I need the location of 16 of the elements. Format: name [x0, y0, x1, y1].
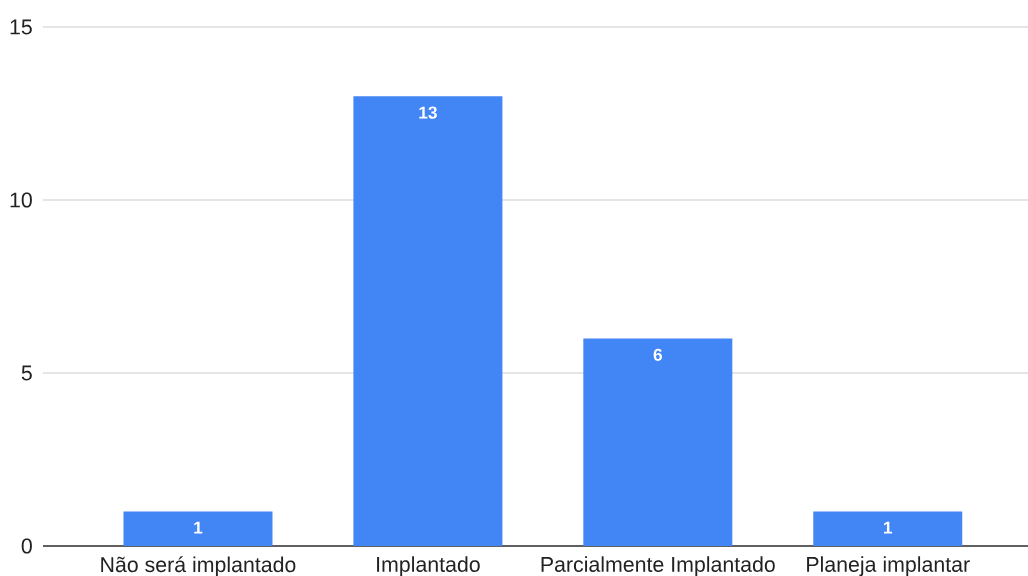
bar [813, 511, 963, 546]
y-tick-label: 10 [10, 192, 32, 208]
data-label: 1 [884, 521, 893, 534]
x-tick-label: Implantado [377, 556, 480, 576]
bar [123, 511, 273, 546]
y-tick-label: 0 [21, 538, 32, 554]
x-tick-label: Não será implantado [101, 556, 296, 576]
data-label: 6 [653, 348, 663, 361]
data-label: 1 [194, 521, 203, 534]
x-tick-label: Parcialmente Implantado [541, 556, 775, 576]
y-tick-label: 5 [21, 365, 32, 381]
y-tick-label: 15 [10, 19, 32, 35]
x-tick-label: Planeja implantar [807, 556, 970, 576]
bar [353, 96, 503, 546]
data-label: 13 [419, 106, 437, 119]
bar [583, 338, 733, 546]
